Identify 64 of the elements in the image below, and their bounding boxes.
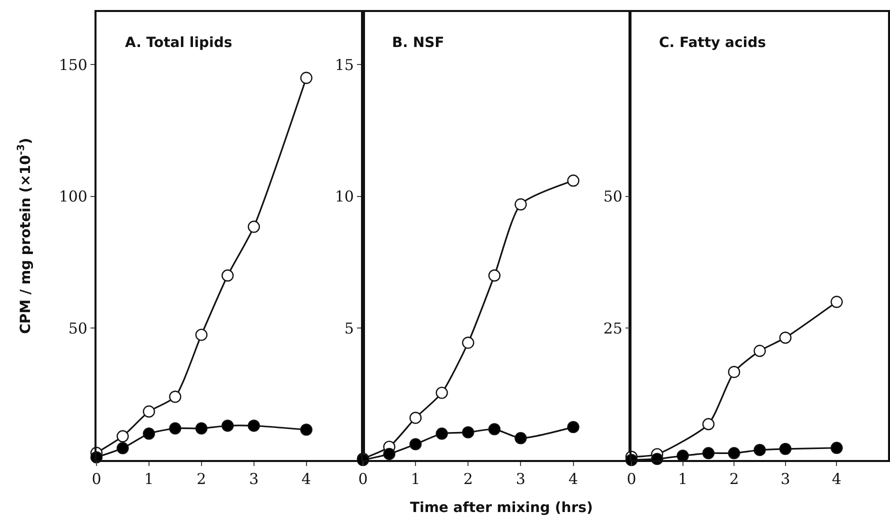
x-tick-label: 0: [92, 470, 102, 488]
point: [300, 424, 312, 436]
x-tick-label: 2: [196, 470, 206, 488]
point: [142, 405, 156, 418]
y-tick-label: 10: [334, 188, 354, 206]
x-tick-label: 4: [832, 470, 842, 488]
y-tick-label: 50: [68, 319, 88, 338]
point: [702, 447, 715, 460]
point: [830, 442, 843, 454]
point: [222, 420, 234, 432]
x-tick-label: 2: [729, 470, 739, 488]
x-tick-label: 3: [780, 470, 790, 488]
point: [436, 386, 448, 399]
point: [488, 269, 501, 282]
point: [383, 448, 396, 460]
point: [462, 336, 474, 349]
x-tick-label: 4: [568, 470, 578, 488]
point: [169, 422, 182, 434]
y-tick-label: 25: [603, 319, 622, 338]
x-tick-label: 3: [249, 470, 259, 488]
x-tick-label: 1: [678, 470, 688, 488]
point: [436, 428, 448, 440]
x-tick-label: 0: [626, 470, 636, 488]
point: [567, 420, 580, 434]
point: [728, 447, 740, 460]
x-axis-title: Time after mixing (hrs): [410, 500, 593, 516]
point: [567, 174, 580, 187]
point: [222, 269, 234, 282]
text: A. Total lipids: [125, 35, 232, 51]
point: [116, 442, 129, 454]
point: [409, 412, 422, 424]
point: [142, 428, 156, 440]
point: [514, 432, 527, 444]
point: [830, 296, 843, 308]
x-tick-label: 1: [144, 470, 154, 488]
point: [195, 422, 208, 434]
point: [779, 442, 792, 456]
y-tick-label: 100: [58, 188, 88, 206]
point: [169, 390, 182, 403]
point: [195, 328, 208, 341]
point: [248, 220, 260, 233]
x-tick-label: 1: [410, 470, 420, 488]
point: [248, 420, 260, 432]
x-tick-label: 0: [358, 470, 368, 488]
point: [702, 418, 715, 430]
y-tick-label: 5: [344, 319, 354, 338]
point: [116, 430, 129, 442]
point: [300, 72, 312, 84]
point: [779, 332, 792, 344]
y-tick-label: 50: [603, 188, 622, 206]
x-tick-label: 4: [302, 470, 312, 488]
x-tick-label: 2: [463, 470, 473, 488]
x-tick-label: 3: [516, 470, 526, 488]
point: [514, 198, 527, 210]
point: [754, 344, 766, 357]
point: [462, 426, 474, 438]
y-tick-label: 150: [58, 56, 88, 74]
text: B. NSF: [392, 35, 444, 51]
point: [728, 366, 740, 378]
point: [409, 438, 422, 450]
point: [754, 444, 766, 456]
y-tick-label: 15: [334, 56, 354, 74]
text: C. Fatty acids: [659, 35, 766, 51]
point: [488, 423, 501, 436]
